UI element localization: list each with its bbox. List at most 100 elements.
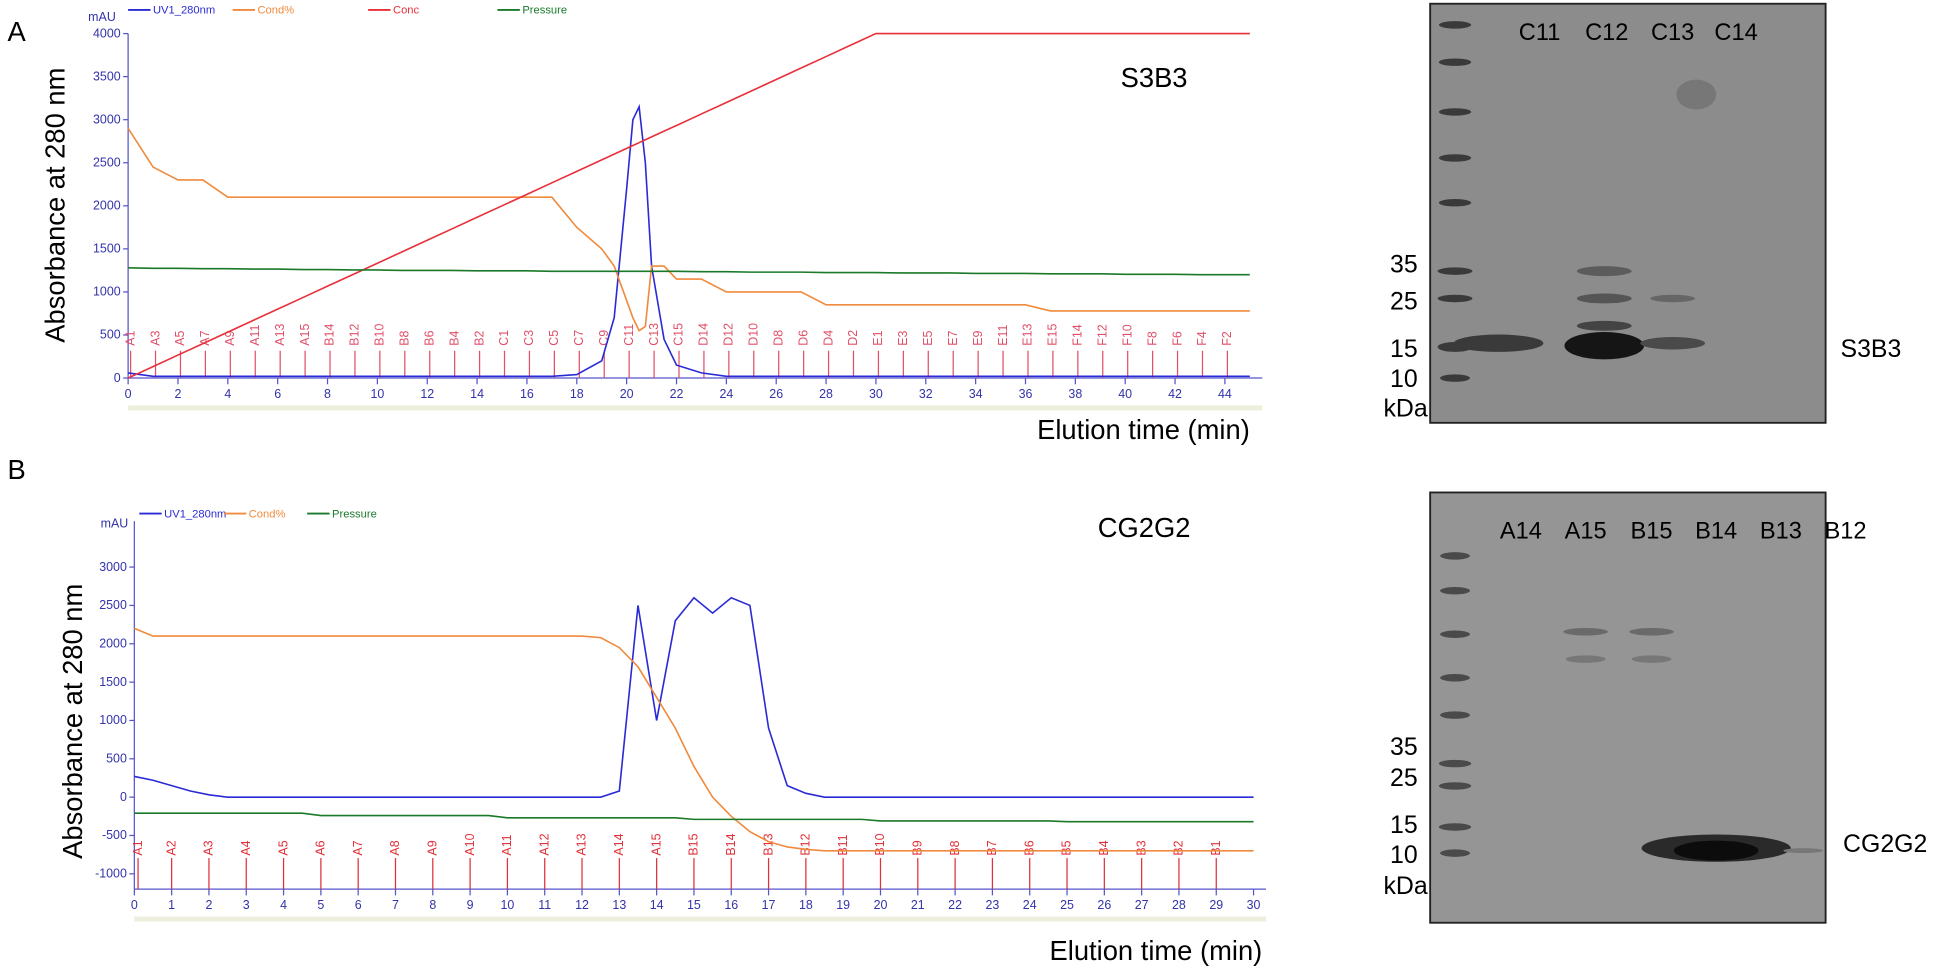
x-tick-label: 6 [274,387,281,401]
y-unit: mAU [101,516,129,530]
fraction-label: B1 [1209,840,1223,855]
fraction-label: F12 [1095,324,1109,345]
x-tick-label: 29 [1209,898,1223,912]
fraction-label: B14 [724,833,738,855]
x-tick-label: 2 [175,387,182,401]
fraction-label: A11 [248,324,262,345]
fraction-label: D6 [796,330,810,346]
fraction-label: A11 [500,834,514,855]
sample-bands [1563,628,1824,862]
lane-label: A15 [1565,518,1607,544]
marker-lane [1438,552,1472,857]
fraction-label: B14 [323,324,337,346]
x-tick-label: 18 [799,898,813,912]
fraction-label: A13 [575,833,589,855]
x-tick-label: 22 [670,387,684,401]
series-line [134,812,1254,823]
x-tick-label: 12 [420,387,434,401]
fraction-label: B11 [836,834,850,855]
lane-label: B13 [1760,518,1802,544]
y-axis-label: Absorbance at 280 nm [40,68,71,343]
marker-label: 10 [1390,365,1418,393]
fraction-label: C13 [647,323,661,346]
band-label: CG2G2 [1843,830,1927,858]
x-tick-label: 42 [1168,387,1182,401]
x-tick-label: 7 [392,898,399,912]
x-tick-label: 20 [874,898,888,912]
fraction-label: B9 [911,840,925,855]
fraction-label: B8 [948,840,962,855]
y-tick-label: 500 [106,752,127,766]
gel: A14 A15 B15 B14 B13 B12 35 25 15 10 kDa … [1383,491,1927,924]
x-tick-label: 40 [1118,387,1132,401]
marker-label: 25 [1390,288,1418,316]
fraction-label: E9 [971,330,985,345]
fraction-label: F4 [1195,331,1209,346]
fraction-label: B2 [472,330,486,345]
marker-label: 15 [1390,811,1418,839]
y-tick-label: 3000 [99,560,127,574]
x-tick-label: 28 [819,387,833,401]
x-tick-label: 22 [948,898,962,912]
fraction-label: A15 [298,324,312,346]
y-tick-label: 1500 [93,242,121,256]
fraction-label: A9 [426,840,440,855]
x-tick-label: 26 [769,387,783,401]
fraction-label: A10 [463,833,477,855]
fraction-label: C5 [547,330,561,346]
x-tick-label: 4 [224,387,231,401]
fraction-label: A4 [239,840,253,855]
marker-label: 35 [1390,250,1418,278]
fraction-label: A8 [388,840,402,855]
fraction-label: A13 [273,324,287,346]
x-tick-label: 19 [836,898,850,912]
series-line [127,127,1250,332]
fraction-label: B8 [398,330,412,345]
legend-label: Cond% [249,508,286,520]
y-tick-label: 0 [120,790,127,804]
fraction-label: B7 [985,840,999,855]
series-line [128,267,1250,276]
fraction-label: A9 [223,330,237,345]
fraction-label: D2 [846,330,860,346]
fraction-label: B12 [348,324,362,346]
fraction-label: D4 [821,330,835,346]
x-tick-label: 15 [687,898,701,912]
fraction-label: B15 [687,833,701,855]
lane-label: C11 [1519,20,1561,46]
x-tick-label: 16 [724,898,738,912]
x-tick-label: 4 [280,898,287,912]
lane-label: B15 [1631,518,1673,544]
x-axis-label: Elution time (min) [1050,935,1263,966]
marker-lane [1437,21,1473,382]
fraction-label: D10 [747,323,761,346]
fraction-label: D8 [771,330,785,346]
x-tick-label: 9 [467,898,474,912]
x-tick-label: 25 [1060,898,1074,912]
fraction-label: D14 [697,323,711,346]
x-tick-label: 14 [650,898,664,912]
x-tick-label: 24 [1023,898,1037,912]
fraction-label: F10 [1120,324,1134,345]
fraction-label: A14 [612,833,626,855]
lane-label: A14 [1500,518,1542,544]
x-tick-label: 8 [429,898,436,912]
y-tick-label: 3500 [93,69,121,83]
fraction-label: F8 [1145,331,1159,346]
fraction-label: E3 [896,330,910,345]
legend-label: Cond% [257,5,294,17]
x-tick-label: 13 [612,898,626,912]
series-line [134,596,1254,798]
y-tick-label: 1000 [93,285,121,299]
fraction-label: A2 [164,840,178,855]
fraction-label: C11 [622,324,636,346]
fraction-label: F14 [1071,324,1085,345]
x-tick-label: 8 [324,387,331,401]
x-tick-label: 11 [538,898,551,912]
fraction-label: A1 [131,840,145,855]
fraction-label: B10 [373,324,387,346]
x-tick-label: 36 [1019,387,1033,401]
x-tick-label: 38 [1068,387,1082,401]
y-tick-label: 0 [114,371,121,385]
